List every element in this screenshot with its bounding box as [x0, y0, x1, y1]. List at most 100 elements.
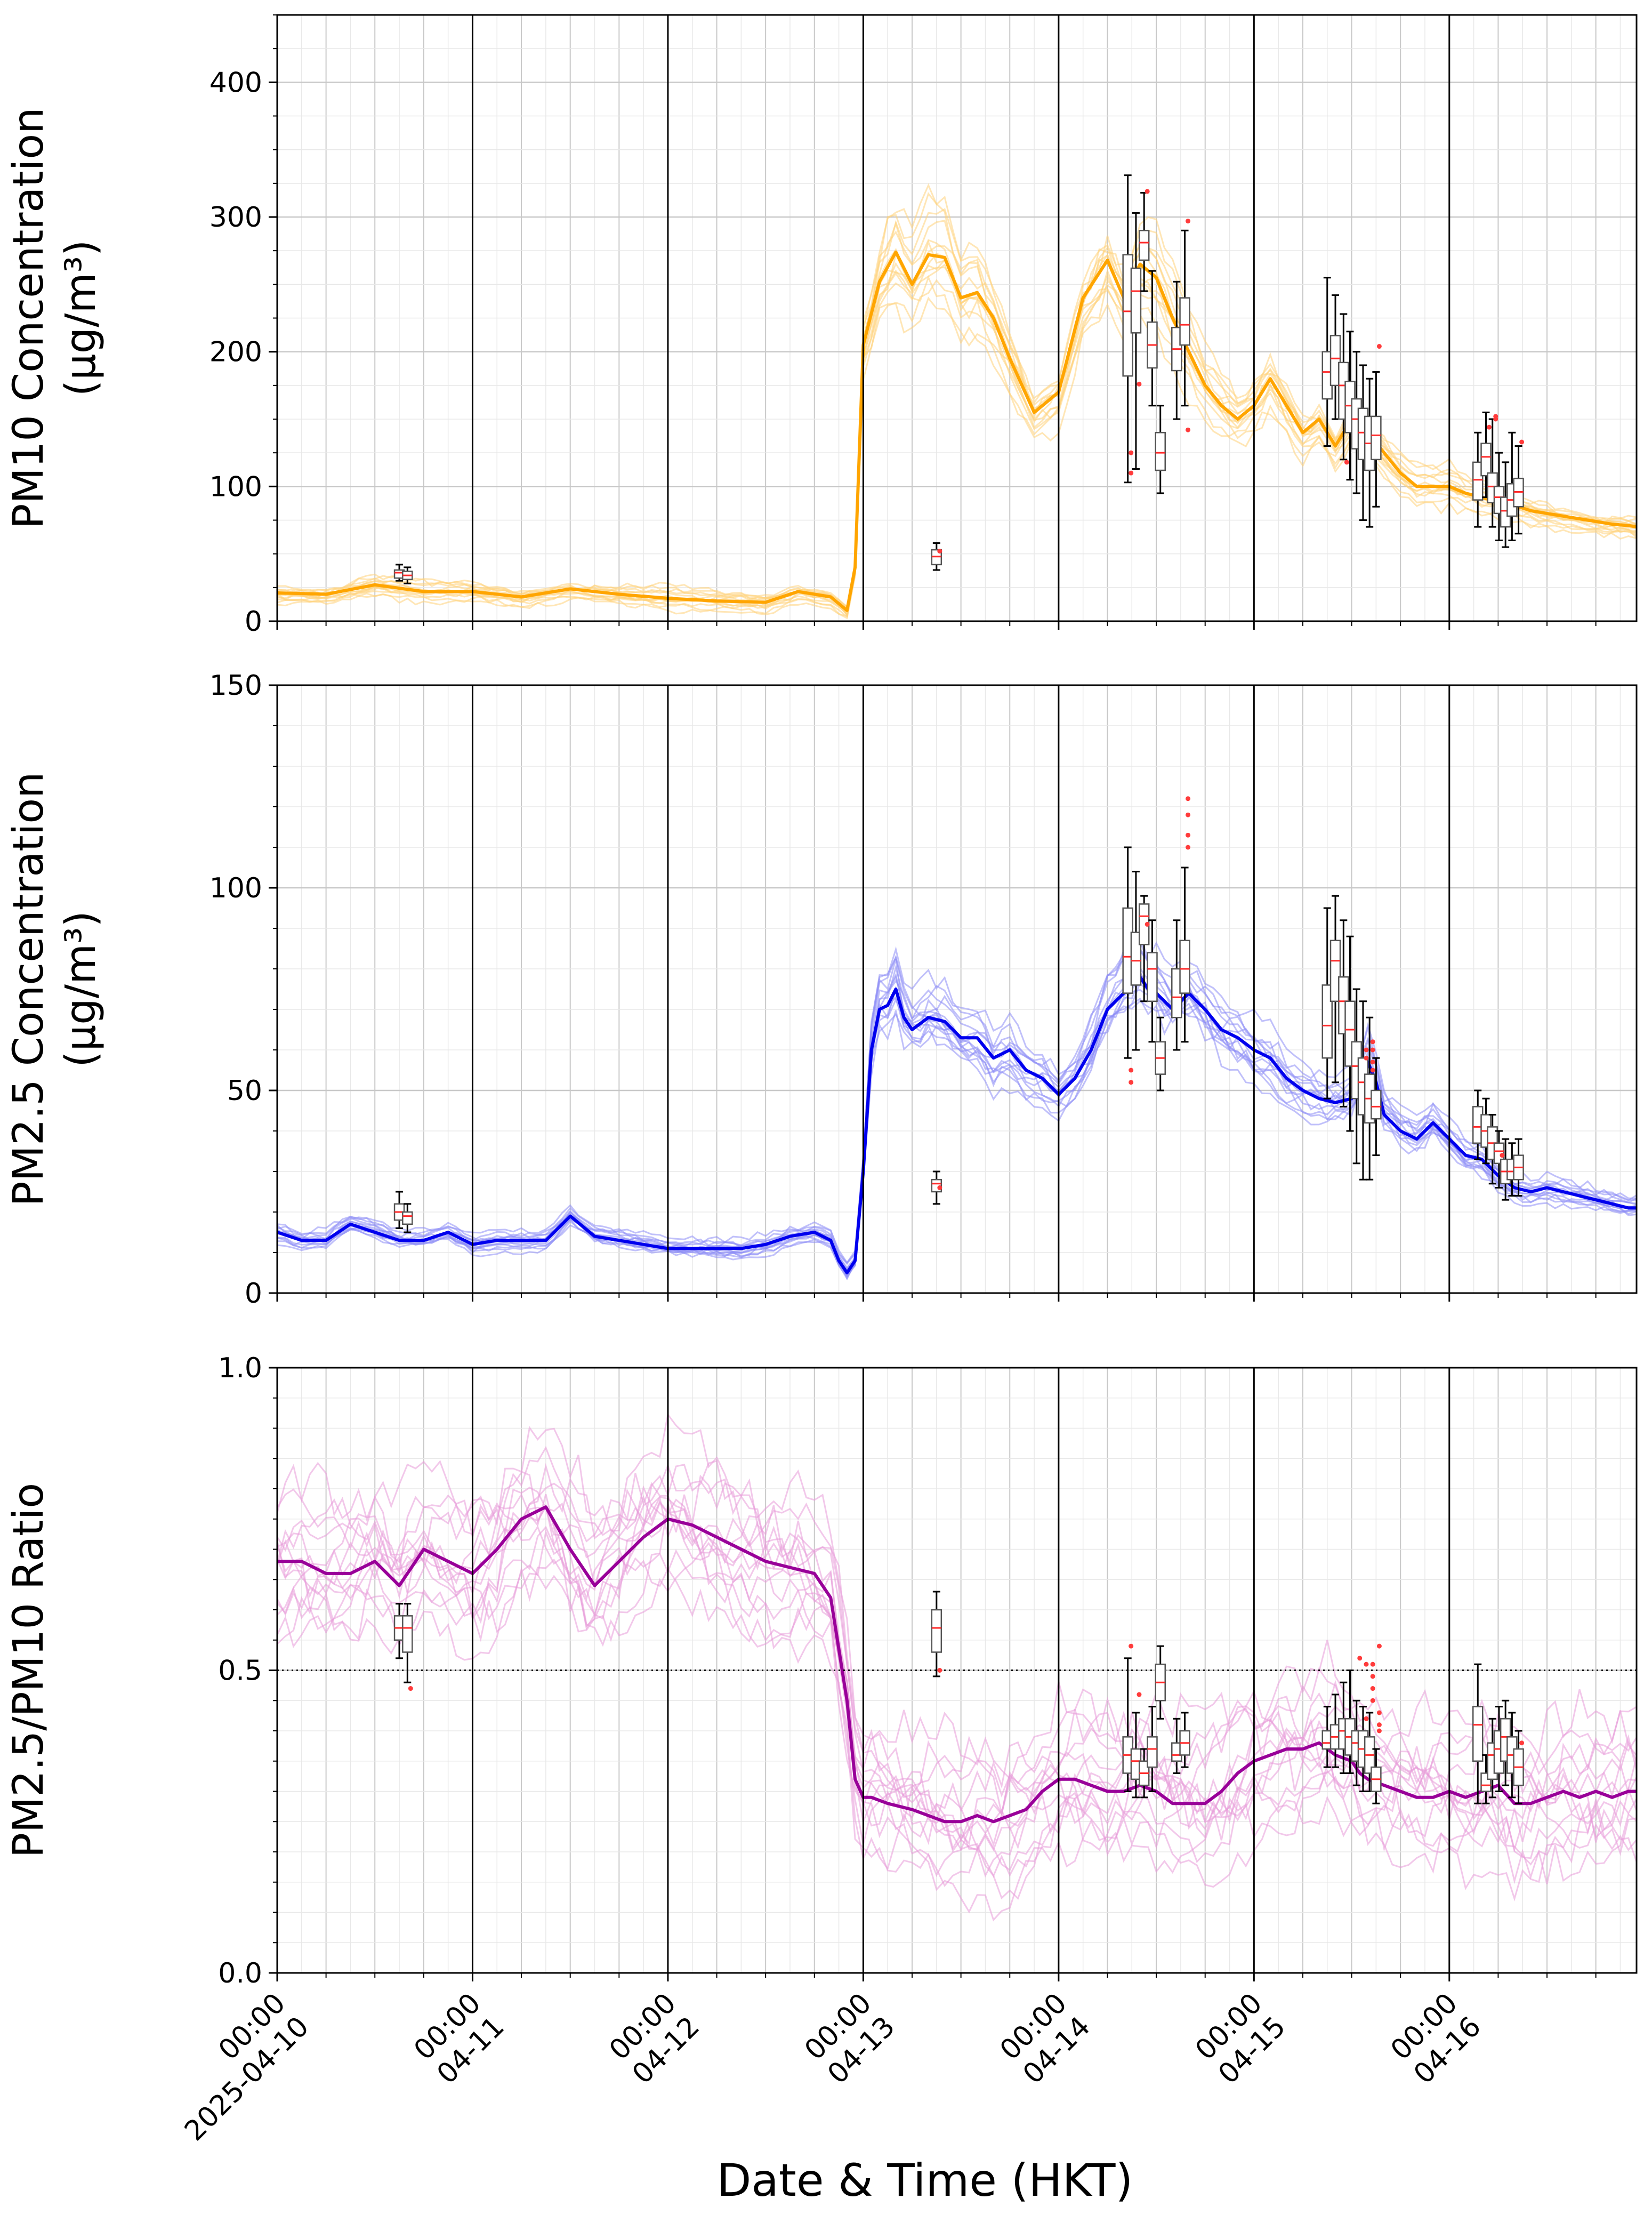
box-plot	[1472, 431, 1484, 528]
box-plot	[402, 1603, 413, 1691]
y-tick-label: 300	[209, 202, 262, 234]
box-body	[1321, 984, 1333, 1059]
box-plot	[1371, 1643, 1382, 1804]
y-tick-label: 0	[245, 1278, 262, 1310]
y-axis-label-units: (µg/m³)	[57, 240, 105, 397]
outlier-point	[1487, 424, 1492, 430]
box-plot	[1480, 411, 1492, 499]
y-axis-label: PM2.5/PM10 Ratio	[5, 1483, 53, 1858]
box-plot	[931, 542, 942, 571]
box-body	[402, 1615, 413, 1653]
outlier-point	[408, 1686, 413, 1691]
box-body	[1179, 297, 1190, 346]
box-plot	[1155, 1645, 1166, 1720]
box-body	[1155, 432, 1166, 471]
box-plot	[1321, 907, 1333, 1100]
grid-ratio	[277, 1367, 1637, 1974]
outlier-point	[1129, 1643, 1134, 1649]
box-plot	[1147, 270, 1158, 407]
member-line	[277, 1502, 1637, 1888]
member-line	[277, 208, 1637, 609]
box-plot	[1179, 796, 1191, 1043]
box-plot	[1364, 1662, 1375, 1792]
box-body	[1329, 335, 1341, 387]
box-body	[1179, 940, 1190, 994]
y-tick-label: 100	[209, 872, 262, 904]
member-line	[277, 1529, 1637, 1922]
box-plot	[931, 1591, 942, 1678]
member-line	[277, 976, 1637, 1273]
box-plot	[1493, 1130, 1505, 1189]
box-body	[1472, 1706, 1484, 1762]
member-line	[277, 244, 1637, 609]
outlier-point	[1344, 460, 1349, 465]
y-axis-label-units: (µg/m³)	[57, 911, 105, 1068]
outlier-point	[1376, 1710, 1382, 1715]
box-plot	[931, 1170, 942, 1205]
box-body	[1329, 940, 1341, 1002]
grid-pm25	[277, 684, 1637, 1294]
member-line	[277, 1446, 1637, 1841]
y-tick-label: 0	[245, 606, 262, 638]
box-plot	[1171, 280, 1182, 420]
outlier-point	[1145, 921, 1150, 927]
y-axis-label: PM10 Concentration	[5, 107, 53, 528]
box-plot	[1179, 219, 1191, 432]
box-body	[1472, 461, 1484, 501]
panel-pm25: 0 50 100 150 PM2.5 Concentration (µg/m³)	[5, 670, 1638, 1310]
outlier-point	[1500, 1153, 1505, 1158]
box-plot	[1371, 344, 1382, 508]
boxplots-pm25	[393, 796, 1524, 1233]
y-tick-label: 0.5	[218, 1655, 262, 1687]
box-plot	[1147, 1706, 1158, 1792]
box-plot	[393, 1191, 405, 1229]
boxplots-ratio	[393, 1591, 1525, 1804]
box-plot	[1179, 1712, 1190, 1768]
box-plot	[1155, 1016, 1166, 1092]
grid-pm10	[277, 14, 1637, 622]
outlier-point	[1370, 1698, 1375, 1703]
outlier-point	[1370, 1674, 1375, 1679]
outlier-point	[1370, 1686, 1375, 1691]
box-plot	[1122, 1643, 1134, 1792]
member-line	[277, 982, 1637, 1278]
outlier-point	[1376, 1728, 1382, 1734]
outlier-point	[1129, 1080, 1134, 1085]
outlier-point	[1376, 344, 1382, 349]
panel-frame	[276, 684, 1638, 1294]
box-body	[931, 1609, 942, 1653]
outlier-point	[1364, 1055, 1369, 1061]
box-plot	[1493, 452, 1505, 541]
x-axis-title: Date & Time (HKT)	[717, 2154, 1133, 2206]
y-axis-pm25: 0 50 100 150	[209, 670, 277, 1310]
outlier-point	[1357, 1656, 1363, 1661]
member-line	[277, 1460, 1637, 1856]
member-line	[277, 263, 1637, 616]
box-plot	[1138, 895, 1150, 1002]
outlier-point	[1364, 1662, 1369, 1667]
outlier-point	[1370, 1060, 1375, 1065]
box-plot	[1329, 1694, 1341, 1768]
outlier-point	[937, 549, 942, 554]
y-tick-label: 200	[209, 336, 262, 368]
outlier-point	[1370, 1068, 1375, 1073]
y-axis-ratio: 0.0 0.5 1.0	[218, 1352, 277, 1989]
member-line	[277, 935, 1637, 1265]
outlier-point	[1186, 796, 1191, 801]
member-line	[277, 1498, 1637, 1872]
panel-pm10: 0 100 200 300 400 PM10 Concentration (µg/m³)	[5, 14, 1638, 638]
box-body	[1138, 230, 1150, 261]
outlier-point	[1186, 812, 1191, 817]
box-body	[1493, 1142, 1505, 1165]
boxplots-pm10	[393, 174, 1525, 584]
outlier-point	[1519, 1740, 1525, 1746]
y-tick-label: 0.0	[218, 1957, 262, 1989]
member-line	[277, 220, 1637, 612]
y-tick-label: 50	[227, 1075, 262, 1107]
outlier-point	[1129, 1068, 1134, 1073]
member-line	[277, 245, 1637, 614]
box-plot	[1138, 189, 1150, 292]
